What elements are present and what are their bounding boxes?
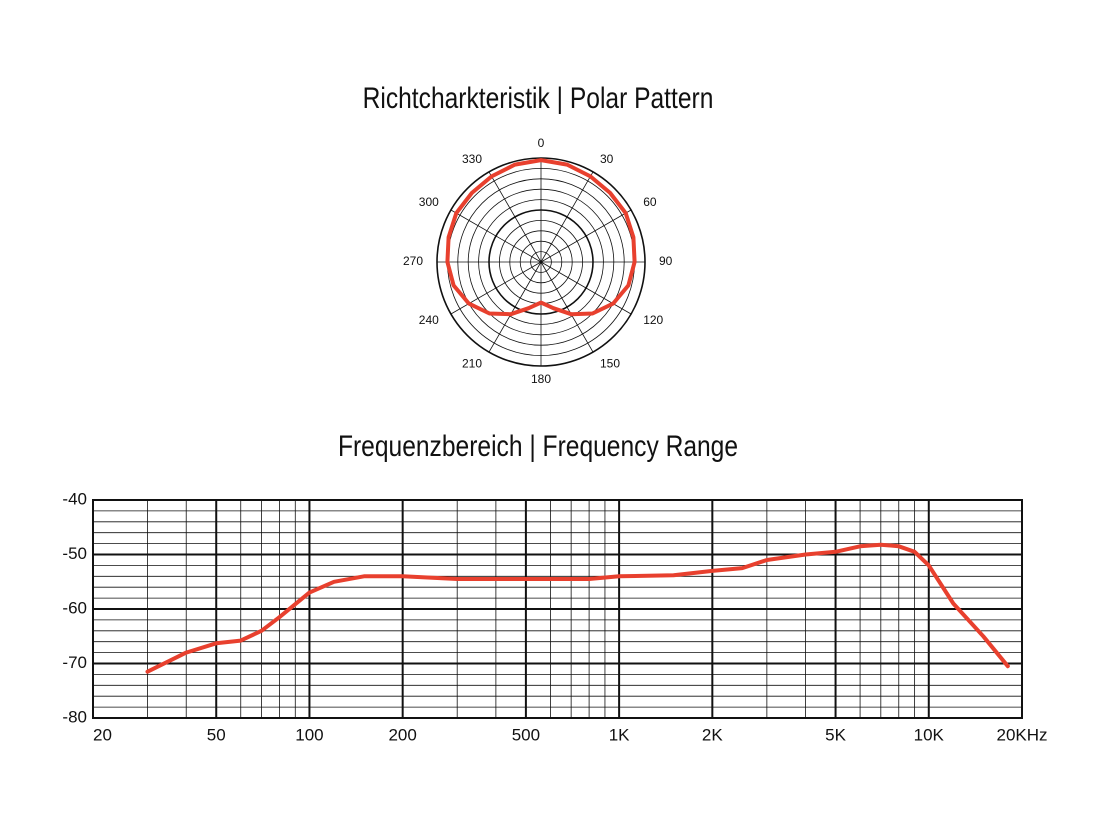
x-tick-label: 10K: [914, 725, 945, 744]
frequency-title: Frequenzbereich | Frequency Range: [338, 429, 738, 463]
angle-label: 30: [600, 152, 614, 166]
polar-curve: [445, 158, 637, 317]
angle-label: 120: [643, 313, 663, 327]
response-line: [145, 542, 1010, 674]
angle-label: 300: [419, 195, 439, 209]
angle-label: 0: [538, 136, 545, 150]
x-tick-label: 200: [388, 725, 416, 744]
polar-spoke: [488, 261, 542, 353]
angle-label: 210: [462, 356, 482, 370]
polar-spoke: [540, 261, 594, 353]
x-tick-label: 5K: [825, 725, 846, 744]
x-tick-label: 500: [512, 725, 540, 744]
polar-spoke: [540, 209, 632, 263]
x-tick-label: 100: [295, 725, 323, 744]
y-tick-label: -80: [62, 707, 87, 726]
x-tick-label: 20: [93, 725, 112, 744]
y-tick-label: -60: [62, 598, 87, 617]
angle-label: 90: [659, 254, 673, 268]
polar-spoke: [488, 171, 542, 263]
y-tick-label: -50: [62, 544, 87, 563]
polar-spoke: [540, 171, 594, 263]
polar-spoke: [450, 261, 542, 315]
x-tick-label: 50: [207, 725, 226, 744]
y-tick-label: -40: [62, 489, 87, 508]
polar-title: Richtcharkteristik | Polar Pattern: [363, 81, 714, 115]
polar-spoke: [540, 261, 632, 315]
angle-label: 270: [403, 254, 423, 268]
angle-label: 150: [600, 356, 620, 370]
angle-label: 180: [531, 372, 551, 386]
x-tick-label: 1K: [609, 725, 630, 744]
x-tick-label: 2K: [702, 725, 723, 744]
y-tick-label: -70: [62, 653, 87, 672]
angle-label: 330: [462, 152, 482, 166]
angle-label: 240: [419, 313, 439, 327]
x-tick-label: 20KHz: [996, 725, 1047, 744]
polar-spoke: [450, 209, 542, 263]
plot-frame: [92, 499, 1023, 719]
angle-label: 60: [643, 195, 657, 209]
